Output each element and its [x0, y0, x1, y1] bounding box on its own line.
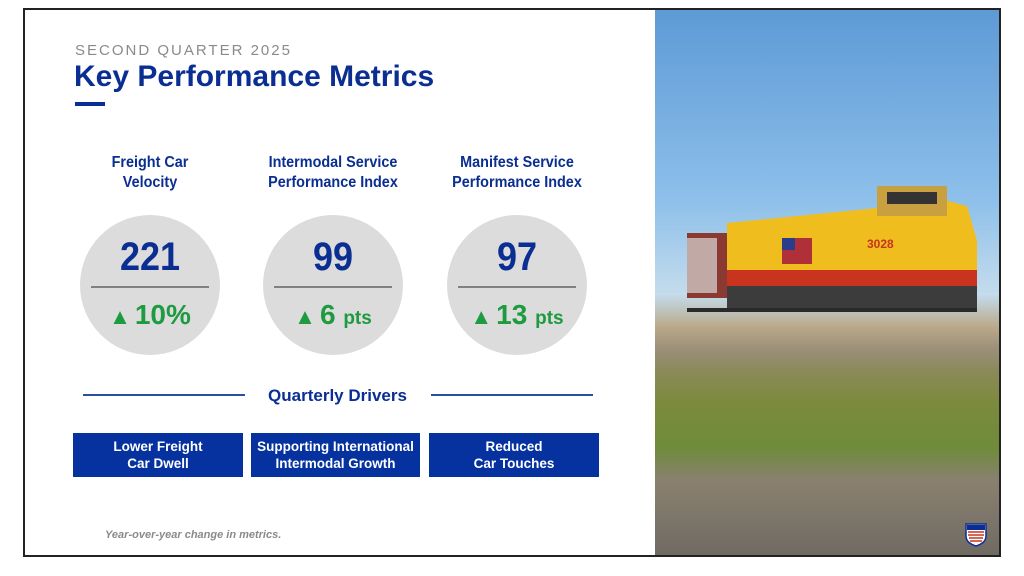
metric-circle-velocity: 221 ▲ 10% — [80, 215, 220, 355]
eyebrow: SECOND QUARTER 2025 — [75, 42, 292, 59]
driver-line: Supporting International — [257, 439, 414, 454]
locomotive-photo: 3028 — [655, 10, 999, 555]
driver-line: Car Touches — [473, 456, 555, 471]
union-pacific-shield-logo — [965, 523, 987, 547]
metric-title-intermodal: Intermodal Service Performance Index — [252, 153, 414, 193]
change-value: 13 — [496, 299, 528, 330]
divider — [274, 286, 392, 288]
slide: SECOND QUARTER 2025 Key Performance Metr… — [23, 8, 1001, 557]
metric-circle-intermodal: 99 ▲ 6 pts — [263, 215, 403, 355]
driver-line: Intermodal Growth — [275, 456, 396, 471]
up-triangle-icon: ▲ — [294, 304, 316, 329]
driver-line: Lower Freight — [113, 439, 203, 454]
metric-change: ▲ 13 pts — [447, 299, 587, 331]
locomotive-image: 3028 — [687, 186, 977, 312]
driver-box: Reduced Car Touches — [429, 433, 599, 477]
metric-title-line: Manifest Service — [460, 154, 574, 171]
divider — [91, 286, 209, 288]
divider — [458, 286, 576, 288]
up-triangle-icon: ▲ — [109, 304, 131, 329]
driver-box: Lower Freight Car Dwell — [73, 433, 243, 477]
driver-line: Reduced — [485, 439, 543, 454]
metric-title-line: Performance Index — [452, 174, 582, 191]
metric-value: 99 — [312, 235, 354, 279]
metric-title-line: Performance Index — [268, 174, 398, 191]
metric-value: 97 — [496, 235, 538, 279]
drivers-title: Quarterly Drivers — [268, 386, 407, 405]
drivers-rule-left — [83, 394, 245, 396]
footnote: Year-over-year change in metrics. — [105, 529, 282, 541]
change-unit: pts — [343, 308, 372, 329]
metric-title-manifest: Manifest Service Performance Index — [436, 153, 598, 193]
locomotive-number: 3028 — [867, 237, 894, 251]
metric-title-velocity: Freight Car Velocity — [69, 153, 231, 193]
metric-value: 221 — [119, 235, 181, 279]
metric-circle-manifest: 97 ▲ 13 pts — [447, 215, 587, 355]
change-value: 6 — [319, 299, 336, 330]
metric-change: ▲ 10% — [80, 299, 220, 331]
metric-title-line: Freight Car — [111, 154, 189, 171]
change-value: 10% — [134, 299, 191, 330]
title-accent-bar — [75, 102, 105, 106]
driver-line: Car Dwell — [127, 456, 189, 471]
drivers-rule-right — [431, 394, 593, 396]
metric-title-line: Intermodal Service — [268, 154, 398, 171]
driver-box: Supporting International Intermodal Growt… — [251, 433, 420, 477]
metric-title-line: Velocity — [122, 174, 178, 191]
up-triangle-icon: ▲ — [470, 304, 493, 329]
change-unit: pts — [535, 308, 564, 329]
page-title: Key Performance Metrics — [74, 60, 435, 93]
metric-change: ▲ 6 pts — [263, 299, 403, 331]
